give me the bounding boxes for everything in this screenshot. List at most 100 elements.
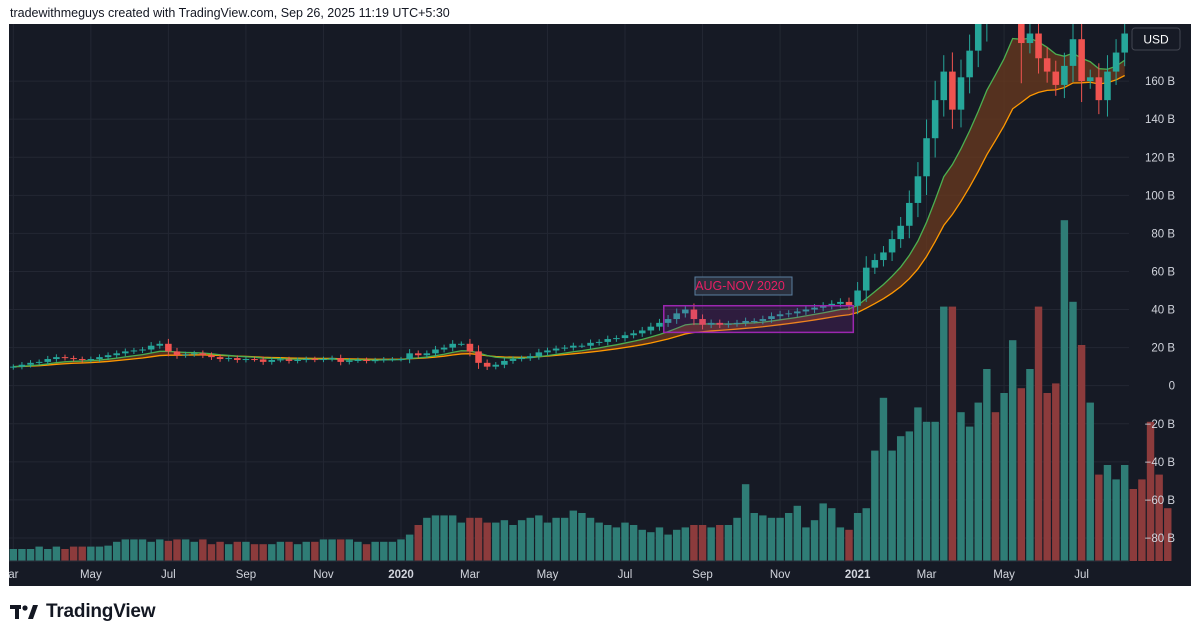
- volume-bar: [380, 541, 388, 561]
- candle: [776, 310, 784, 320]
- price-axis[interactable]: 160 B 140 B 120 B 100 B 80 B 60 B 40 B 20 B 0 −20…: [1145, 76, 1176, 545]
- volume-bar: [138, 539, 147, 561]
- chart-svg[interactable]: AUG-NOV 2020 160 B 140 B 120 B 100 B 80 B 60 …: [9, 24, 1191, 586]
- volume-bar: [1077, 345, 1086, 561]
- candle-body: [104, 355, 112, 358]
- volume-bar: [543, 522, 552, 561]
- candle: [182, 351, 189, 358]
- candle: [974, 24, 982, 68]
- volume-bar: [371, 541, 379, 561]
- x-tick-label: 2021: [845, 569, 871, 581]
- candle-body: [1043, 58, 1051, 72]
- volume-bar: [879, 397, 888, 561]
- candle: [862, 256, 870, 302]
- y-tick-label: 160 B: [1145, 76, 1175, 88]
- candle: [10, 364, 17, 370]
- candle: [96, 354, 103, 362]
- candle-body: [397, 359, 405, 361]
- volume-bar: [1069, 301, 1077, 561]
- candle: [337, 354, 344, 366]
- candle-body: [475, 351, 482, 363]
- volume-bar: [69, 546, 78, 561]
- candle-body: [768, 316, 775, 320]
- currency-button-background[interactable]: [1131, 27, 1181, 51]
- volume-bar: [466, 517, 474, 561]
- candlesticks[interactable]: [10, 24, 1128, 370]
- candle: [1026, 24, 1034, 54]
- volume-bar: [78, 546, 86, 561]
- consolidation-box[interactable]: [663, 304, 855, 334]
- candle-body: [673, 313, 680, 320]
- volume-bar: [431, 515, 440, 561]
- candle: [501, 357, 508, 369]
- candle-body: [406, 353, 413, 360]
- candle-body: [526, 356, 534, 359]
- ema-slow-line: [13, 74, 1125, 368]
- candle-body: [578, 345, 586, 347]
- candle: [216, 354, 224, 362]
- candle-body: [432, 349, 439, 354]
- price-chart[interactable]: AUG-NOV 2020 160 B 140 B 120 B 100 B 80 B 60 …: [9, 24, 1191, 586]
- candle: [690, 303, 698, 326]
- candle: [613, 335, 620, 342]
- x-tick-label: Jul: [1074, 569, 1089, 581]
- currency-button[interactable]: USD: [1131, 27, 1181, 51]
- candle-body: [974, 24, 982, 51]
- volume-bar: [810, 520, 819, 561]
- volume-bar: [44, 549, 52, 561]
- candle-body: [1035, 33, 1042, 59]
- candle: [432, 345, 439, 357]
- candle-body: [699, 319, 706, 325]
- volume-bar: [776, 517, 784, 561]
- candle-body: [423, 353, 431, 356]
- candle-body: [1052, 71, 1060, 85]
- x-tick-label: Jul: [618, 569, 633, 581]
- candle-body: [285, 359, 293, 361]
- candle-body: [518, 358, 525, 360]
- candle: [414, 350, 422, 359]
- volume-bar: [199, 539, 207, 561]
- candle: [354, 357, 362, 363]
- tradingview-wordmark: TradingView: [46, 601, 156, 622]
- candle: [716, 319, 724, 329]
- tradingview-brand[interactable]: TradingView: [10, 601, 156, 623]
- candle-body: [811, 307, 818, 310]
- volume-bar: [388, 541, 397, 561]
- candle-body: [311, 359, 319, 361]
- time-axis[interactable]: ar May Jul Sep Nov 2020 Mar May Jul Sep Nov 2021 Mar…: [9, 560, 1129, 581]
- candle-body: [587, 342, 594, 346]
- x-tick-label: May: [80, 569, 102, 581]
- candle-body: [389, 359, 396, 361]
- candle-body: [837, 301, 844, 304]
- candle: [656, 318, 663, 331]
- candle: [699, 314, 706, 330]
- candle-body: [1121, 33, 1128, 53]
- volume-bar: [1095, 474, 1103, 561]
- volume-bar: [629, 525, 638, 561]
- candle-body: [27, 362, 34, 365]
- volume-bar: [965, 426, 974, 561]
- x-tick-label: Sep: [236, 569, 256, 581]
- candle: [845, 297, 853, 310]
- volume-bar: [948, 306, 957, 561]
- candle-body: [509, 359, 517, 361]
- candle-body: [819, 305, 827, 308]
- candle-body: [10, 366, 17, 368]
- volume-bar: [526, 517, 534, 561]
- currency-button-label[interactable]: USD: [1143, 33, 1169, 47]
- candle: [475, 345, 482, 369]
- annotation-group[interactable]: AUG-NOV 2020: [663, 276, 855, 334]
- candle-body: [208, 355, 215, 358]
- candle: [707, 319, 715, 329]
- volume-bar: [914, 407, 922, 561]
- x-tick-label: Jul: [161, 569, 176, 581]
- candle: [802, 306, 810, 315]
- candle: [380, 357, 388, 363]
- volume-bar: [535, 515, 543, 561]
- candle: [1052, 60, 1060, 96]
- candle: [1095, 63, 1103, 115]
- volume-bar: [604, 525, 612, 561]
- candle: [647, 322, 655, 335]
- volume-bar: [940, 306, 948, 561]
- candle-body: [96, 357, 103, 360]
